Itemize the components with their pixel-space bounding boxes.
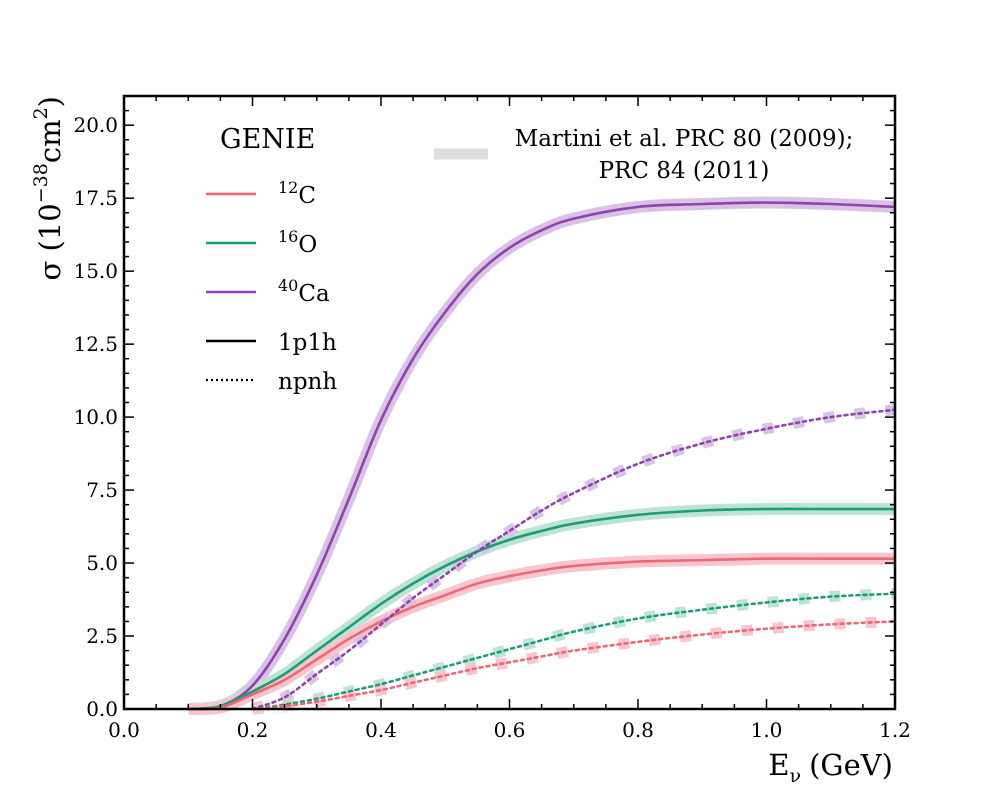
x-tick-label: 0.6 xyxy=(494,718,526,742)
y-tick-label: 5.0 xyxy=(86,551,118,575)
y-tick-label: 17.5 xyxy=(73,186,118,210)
y-tick-label: 15.0 xyxy=(73,259,118,283)
y-tick-label: 20.0 xyxy=(73,113,118,137)
y-tick-label: 10.0 xyxy=(73,405,118,429)
legend-martini-line2: PRC 84 (2011) xyxy=(599,158,770,184)
legend-label-1p1h: 1p1h xyxy=(278,330,337,356)
y-tick-label: 2.5 xyxy=(86,624,118,648)
genie-line-ca-npnh xyxy=(251,408,897,711)
legend-genie: GENIE 12C 16O 40Ca 1p1h npnh xyxy=(206,124,337,395)
x-axis-title: Eν (GeV) xyxy=(768,748,893,787)
genie-line-c-1p1h xyxy=(186,557,897,711)
legend-martini-line1: Martini et al. PRC 80 (2009); xyxy=(515,126,854,152)
axis-ticks xyxy=(123,95,896,710)
genie-line-o-1p1h xyxy=(186,507,897,711)
genie-line-ca-1p1h xyxy=(186,201,897,711)
y-axis-title: σ (10−38cm2) xyxy=(30,96,67,281)
x-tick-label: 1.2 xyxy=(879,718,911,742)
legend-label-npnh: npnh xyxy=(278,369,337,395)
genie-line-o-npnh xyxy=(251,592,897,711)
x-tick-label: 0.2 xyxy=(237,718,269,742)
axis-tick-labels: 0.0 0.2 0.4 0.6 0.8 1.0 1.2 0.0 2.5 5.0 7.5 10.0 12.… xyxy=(73,113,910,742)
legend-martini: Martini et al. PRC 80 (2009); PRC 84 (20… xyxy=(434,126,853,184)
x-tick-label: 0.0 xyxy=(108,718,140,742)
genie-line-c-npnh xyxy=(251,620,897,711)
x-tick-label: 0.8 xyxy=(622,718,654,742)
legend-label-12c: 12C xyxy=(278,178,316,209)
y-tick-label: 12.5 xyxy=(73,332,118,356)
y-tick-label: 0.0 xyxy=(86,697,118,721)
genie-lines xyxy=(186,201,897,711)
y-tick-label: 7.5 xyxy=(86,478,118,502)
legend-label-16o: 16O xyxy=(278,227,317,258)
legend-title: GENIE xyxy=(220,124,315,155)
x-tick-label: 1.0 xyxy=(751,718,783,742)
x-tick-label: 0.4 xyxy=(365,718,397,742)
plot-frame xyxy=(122,94,897,711)
legend-label-40ca: 40Ca xyxy=(278,276,330,307)
